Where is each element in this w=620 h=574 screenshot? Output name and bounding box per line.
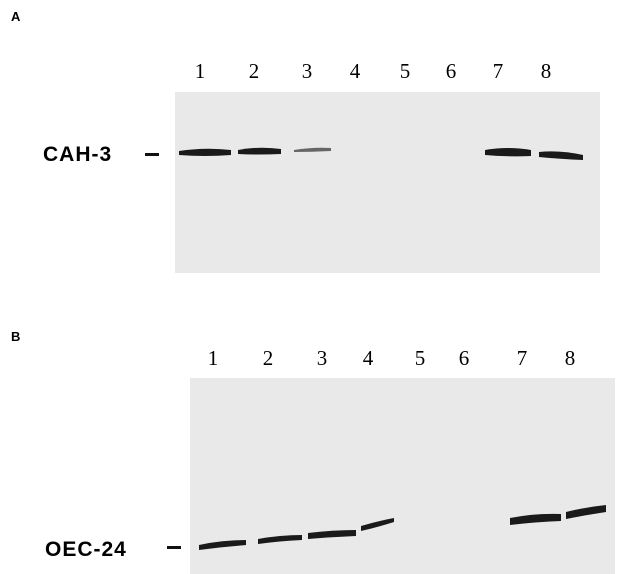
marker-label: CAH-3 [43, 143, 112, 166]
lane-label: 1 [208, 346, 219, 370]
marker-label: OEC-24 [45, 538, 127, 561]
lane-label: 5 [415, 346, 426, 370]
panel-label: A [11, 9, 21, 24]
marker-dash [145, 153, 159, 156]
lane-label: 2 [249, 59, 260, 83]
lane-label: 8 [541, 59, 552, 83]
lane-label: 5 [400, 59, 411, 83]
lane-label: 6 [459, 346, 470, 370]
lane-label: 8 [565, 346, 576, 370]
lane-label: 3 [317, 346, 328, 370]
lane-label: 6 [446, 59, 457, 83]
lane-label: 2 [263, 346, 274, 370]
lane-label: 7 [493, 59, 504, 83]
lane-label: 3 [302, 59, 313, 83]
lane-label: 4 [363, 346, 374, 370]
marker-dash [167, 546, 181, 549]
band [485, 148, 531, 156]
lane-label: 1 [195, 59, 206, 83]
lane-label: 4 [350, 59, 361, 83]
blot [175, 92, 600, 273]
figure: A 1 2 3 4 5 6 7 8 CAH-3 B 1 2 3 4 5 6 7 8 OEC-24 [0, 0, 620, 574]
lane-label: 7 [517, 346, 528, 370]
blot [190, 378, 615, 574]
panel-label: B [11, 329, 20, 344]
